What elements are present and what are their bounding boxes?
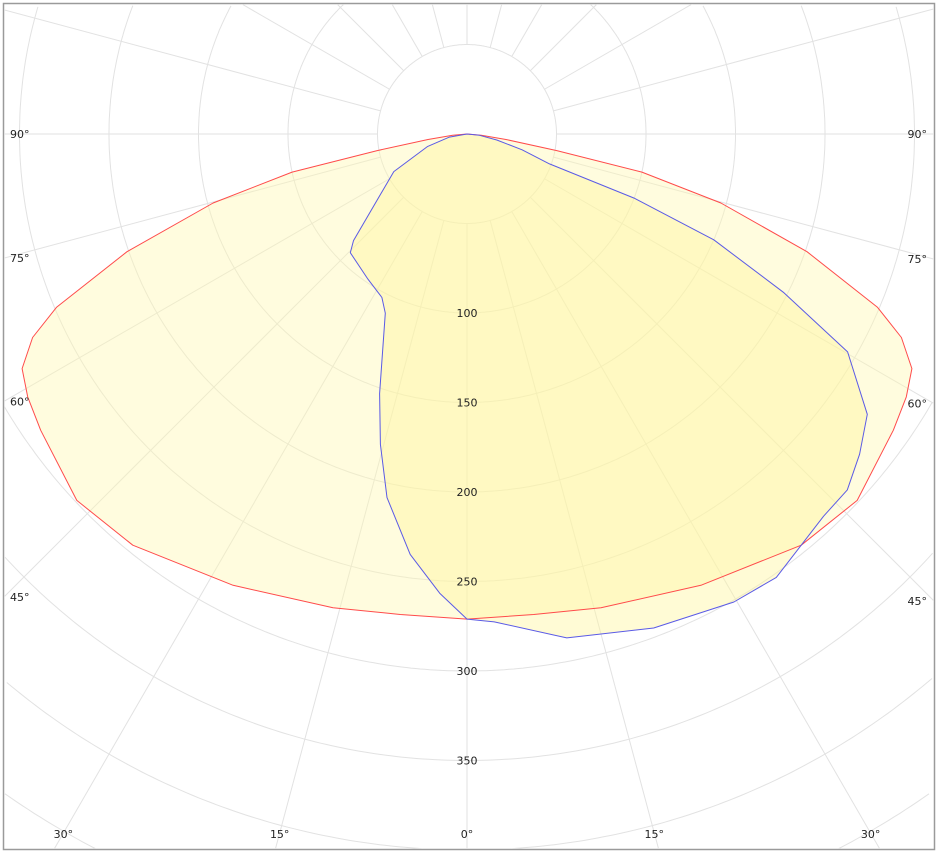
angle-label-right: 60° (908, 398, 928, 411)
grid-ring (4, 793, 930, 849)
grid-ring (108, 5, 826, 493)
angle-label-left: 45° (10, 591, 30, 604)
grid-ray (4, 196, 405, 598)
angle-label-right: 75° (908, 253, 928, 266)
angle-label-bottom: 30° (54, 828, 74, 841)
grid-ray (511, 4, 543, 57)
radial-tick-label: 350 (457, 755, 478, 768)
grid-ray (511, 211, 881, 849)
grid-ray (489, 4, 503, 48)
grid-ray (544, 4, 693, 90)
radial-tick-label: 150 (457, 397, 478, 410)
angle-label-bottom: 30° (861, 828, 881, 841)
series-layer (21, 133, 913, 639)
grid-ray (4, 9, 381, 112)
series-1-fill (22, 134, 912, 620)
grid-ray (391, 4, 423, 57)
radial-tick-label: 250 (457, 576, 478, 589)
angle-label-left: 90° (10, 128, 30, 141)
radial-tick-label: 100 (457, 307, 478, 320)
grid-ray (4, 178, 390, 402)
angle-label-bottom: 15° (645, 828, 665, 841)
grid-ray (241, 4, 390, 90)
angle-label-left: 60° (10, 395, 30, 408)
grid-ring (287, 4, 647, 314)
grid-ray (553, 156, 934, 260)
grid-ray (4, 156, 381, 259)
grid-ray (489, 220, 660, 849)
grid-ray (529, 4, 598, 72)
radial-tick-label: 300 (457, 665, 478, 678)
grid-ring (4, 552, 933, 761)
axis-labels: 100 150 200 250 300 350 90° 75° 60° 45° 90° 75° 60° 4… (10, 128, 927, 841)
angle-label-bottom: 15° (270, 828, 290, 841)
grid-ring (198, 5, 736, 403)
grid-ray (336, 4, 405, 72)
grid-ring (6, 678, 933, 849)
grid-ray (53, 211, 423, 849)
grid-ring (19, 6, 915, 582)
angle-label-right: 45° (908, 595, 928, 608)
series-2-line (349, 133, 868, 639)
grid-ray (274, 220, 445, 849)
grid-ray (544, 178, 934, 405)
grid-ray (553, 8, 934, 112)
angle-label-right: 90° (908, 128, 928, 141)
series-2-fill (350, 134, 868, 638)
grid-ray (529, 196, 934, 602)
grid-ray (431, 4, 445, 48)
radial-tick-label: 200 (457, 486, 478, 499)
angle-label-bottom: 0° (461, 828, 474, 841)
angle-label-left: 75° (10, 252, 30, 265)
